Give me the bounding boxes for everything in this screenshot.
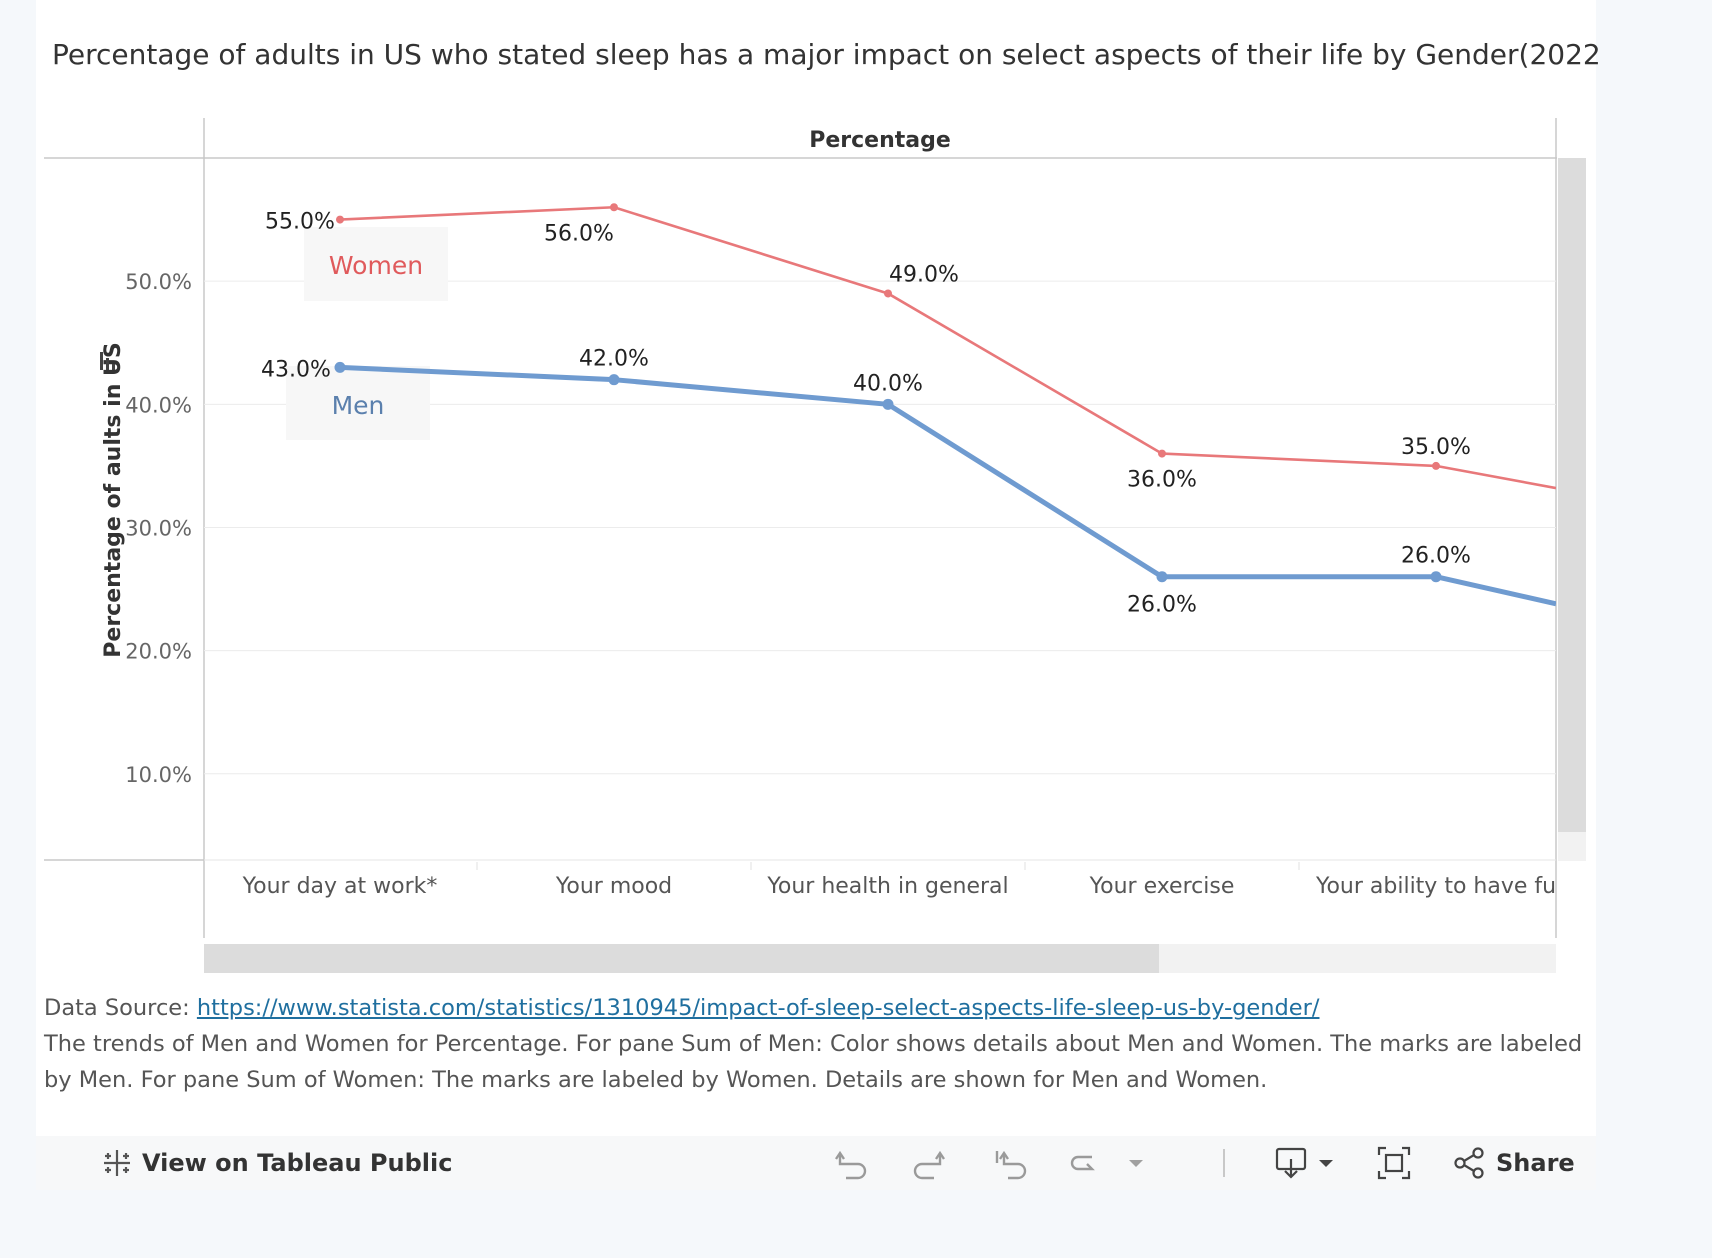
data-label: 42.0% xyxy=(579,347,649,372)
legend-men-box xyxy=(286,366,430,440)
data-source-link[interactable]: https://www.statista.com/statistics/1310… xyxy=(196,995,1320,1021)
view-on-tableau-label: View on Tableau Public xyxy=(142,1149,453,1177)
data-label: 49.0% xyxy=(889,262,959,287)
refresh-icon[interactable] xyxy=(1066,1136,1102,1190)
data-point[interactable] xyxy=(610,203,618,212)
fullscreen-icon[interactable] xyxy=(1376,1136,1412,1190)
data-point[interactable] xyxy=(1430,571,1442,583)
data-point[interactable] xyxy=(336,215,344,224)
legend-label-men: Men xyxy=(332,391,385,420)
description-text: The trends of Men and Women for Percenta… xyxy=(44,1031,1583,1093)
gridlines xyxy=(204,280,1556,775)
x-tick-label: Your mood xyxy=(555,874,672,899)
undo-icon[interactable] xyxy=(832,1136,868,1190)
vertical-scrollbar-thumb[interactable] xyxy=(1558,158,1586,832)
x-tick-label: Your day at work* xyxy=(242,874,438,899)
data-label: 26.0% xyxy=(1127,593,1197,618)
viz-description: Data Source: https://www.statista.com/st… xyxy=(44,990,1584,1098)
data-point[interactable] xyxy=(1158,449,1166,458)
data-source-prefix: Data Source: xyxy=(44,995,197,1021)
refresh-dropdown-chevron-icon[interactable] xyxy=(1126,1136,1146,1190)
series: 55.0% 56.0% 49.0% 36.0% 35.0% 43.0% 42.0% 40.0%… xyxy=(261,203,1556,618)
data-point[interactable] xyxy=(608,374,620,386)
x-tick-label: Your exercise xyxy=(1089,874,1235,899)
toolbar-divider xyxy=(1222,1136,1226,1190)
data-label: 56.0% xyxy=(544,221,614,246)
x-tick-label: Your ability to have fu xyxy=(1315,874,1556,899)
series-men: 43.0% 42.0% 40.0% 26.0% 26.0% xyxy=(261,347,1556,618)
y-axis-sort-icon[interactable] xyxy=(100,352,115,370)
column-header: Percentage xyxy=(809,128,951,153)
data-label: 40.0% xyxy=(853,371,923,396)
series-line xyxy=(339,364,1556,607)
data-point[interactable] xyxy=(1156,571,1168,583)
data-point[interactable] xyxy=(882,398,894,410)
download-dropdown-chevron-icon[interactable] xyxy=(1316,1136,1336,1190)
series-line xyxy=(339,205,1556,490)
line-chart: Percentage 10.0% 20.0% 30.0% 40.0% 50.0% You… xyxy=(44,118,1586,973)
y-axis-ticks: 10.0% 20.0% 30.0% 40.0% 50.0% xyxy=(125,270,192,787)
legend-women-box xyxy=(304,227,448,301)
share-button[interactable]: Share xyxy=(1452,1136,1575,1190)
y-tick-label: 40.0% xyxy=(125,393,192,417)
data-source-line: Data Source: https://www.statista.com/st… xyxy=(44,990,1584,1026)
tableau-logo-icon xyxy=(100,1146,134,1180)
viz-container: Percentage of adults in US who stated sl… xyxy=(36,0,1600,1136)
legend-label-women: Women xyxy=(329,251,423,280)
redo-icon[interactable] xyxy=(912,1136,948,1190)
data-label: 36.0% xyxy=(1127,468,1197,493)
horizontal-scrollbar-thumb[interactable] xyxy=(204,944,1159,973)
y-axis-label: Percentage of aults in US xyxy=(101,342,126,657)
x-tick-label: Your health in general xyxy=(766,874,1008,899)
data-point[interactable] xyxy=(334,361,346,373)
y-tick-label: 10.0% xyxy=(125,763,192,787)
chart-title: Percentage of adults in US who stated sl… xyxy=(52,38,1600,71)
share-label: Share xyxy=(1496,1149,1575,1177)
data-label: 35.0% xyxy=(1401,435,1471,460)
y-tick-label: 20.0% xyxy=(125,640,192,664)
y-tick-label: 30.0% xyxy=(125,516,192,540)
download-icon[interactable] xyxy=(1274,1136,1308,1190)
view-on-tableau-button[interactable]: View on Tableau Public xyxy=(100,1136,452,1190)
data-label: 26.0% xyxy=(1401,544,1471,569)
data-point[interactable] xyxy=(884,289,892,298)
data-point[interactable] xyxy=(1432,461,1440,470)
data-label: 55.0% xyxy=(265,210,335,235)
share-icon xyxy=(1452,1146,1486,1180)
y-tick-label: 50.0% xyxy=(125,270,192,294)
series-women: 55.0% 56.0% 49.0% 36.0% 35.0% xyxy=(265,203,1556,493)
revert-icon[interactable] xyxy=(992,1136,1028,1190)
x-axis-ticks: Your day at work* Your mood Your health in… xyxy=(242,862,1556,899)
tableau-toolbar: View on Tableau Public Share xyxy=(36,1136,1596,1190)
data-label: 43.0% xyxy=(261,357,331,382)
